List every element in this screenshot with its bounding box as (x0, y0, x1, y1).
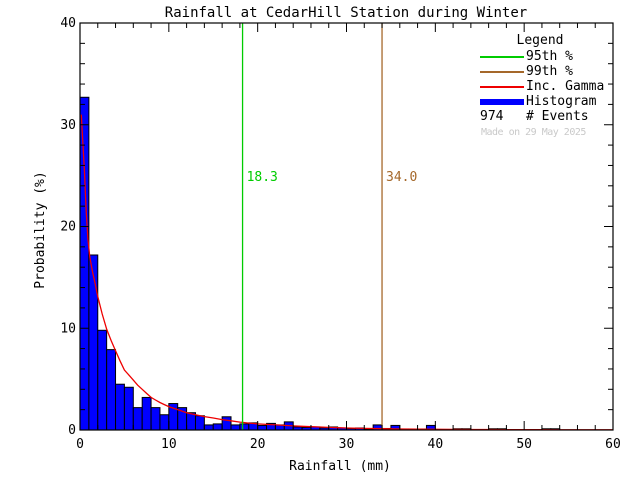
histogram-bar (203, 424, 214, 431)
x-tick-label: 40 (428, 437, 444, 452)
x-tick-label: 60 (605, 437, 621, 452)
x-axis-title: Rainfall (mm) (289, 459, 391, 474)
legend-item-gamma: Inc. Gamma (470, 79, 630, 94)
x-tick-label: 20 (250, 437, 266, 452)
gamma-line-swatch-icon (480, 85, 524, 88)
legend-item-99th: 99th % (470, 64, 630, 79)
p95-line-swatch-icon (480, 55, 524, 58)
histogram-bar (106, 349, 117, 431)
histogram-bar (239, 423, 250, 431)
histogram-bar (212, 423, 223, 431)
histogram-bar (79, 96, 90, 431)
histogram-bar (88, 254, 99, 431)
histogram-bar (141, 396, 152, 431)
y-tick-label: 40 (60, 16, 76, 31)
watermark: Made on 29 May 2025 (481, 127, 586, 138)
x-tick-label: 0 (76, 437, 84, 452)
legend-title: Legend (516, 33, 564, 48)
p99-line-swatch-icon (480, 70, 524, 73)
histogram-bar (194, 415, 205, 431)
y-tick-label: 0 (68, 423, 76, 438)
histogram-bar (123, 386, 134, 431)
legend-item-label: Histogram (526, 94, 597, 109)
legend-item-label: Inc. Gamma (526, 79, 605, 94)
legend-item-label: 95th % (526, 49, 573, 64)
y-axis-title: Probability (%) (33, 171, 48, 288)
events-label: # Events (526, 109, 589, 124)
x-tick-label: 10 (161, 437, 177, 452)
histogram-bar (115, 383, 125, 431)
tick-labels: 0 10 20 30 40 50 60 0 10 20 30 40 (60, 16, 620, 452)
x-tick-label: 50 (516, 437, 532, 452)
y-tick-label: 20 (60, 220, 76, 235)
y-tick-label: 30 (60, 118, 76, 133)
histogram-bar (150, 407, 161, 431)
histogram-bar (97, 329, 108, 431)
legend-item-label: 99th % (526, 64, 573, 79)
percentile-lines (241, 23, 383, 430)
histogram-bar (257, 424, 268, 431)
p99-value-label: 34.0 (386, 170, 417, 185)
p95-value-label: 18.3 (247, 170, 278, 185)
histogram-bar (221, 416, 232, 431)
legend-item-histogram: Histogram (470, 94, 630, 109)
histogram-bar (230, 424, 241, 431)
gamma-curve-path (80, 114, 613, 431)
gamma-curve (80, 114, 613, 431)
x-tick-label: 30 (339, 437, 355, 452)
histogram-bar (159, 414, 170, 431)
chart-title: Rainfall at CedarHill Station during Win… (165, 5, 527, 21)
legend-item-95th: 95th % (470, 49, 630, 64)
legend: Legend 95th % 99th % Inc. Gamma Histogra… (470, 33, 630, 124)
legend-item-events: 974 # Events (470, 109, 630, 124)
axes-frame (79, 22, 614, 431)
histogram-swatch-icon (480, 98, 524, 105)
events-count: 974 (480, 109, 504, 124)
histogram-bar (186, 412, 196, 431)
histogram-bars (79, 96, 561, 431)
y-tick-label: 10 (60, 321, 76, 336)
histogram-bar (132, 407, 143, 431)
